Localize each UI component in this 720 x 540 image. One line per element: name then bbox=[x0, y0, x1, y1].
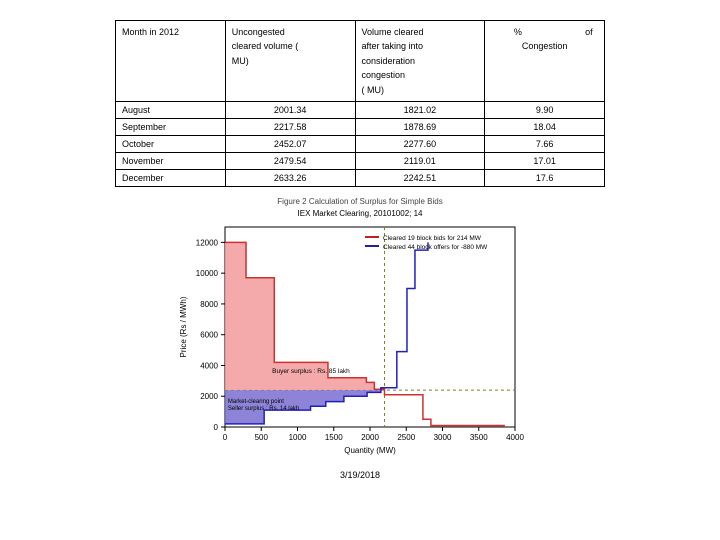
cell-month: November bbox=[116, 152, 226, 169]
svg-text:Price (Rs / MWh): Price (Rs / MWh) bbox=[179, 296, 188, 357]
svg-text:500: 500 bbox=[255, 433, 269, 442]
svg-text:Cleared 44 block offers for -8: Cleared 44 block offers for -880 MW bbox=[383, 244, 488, 251]
cell-month: September bbox=[116, 118, 226, 135]
svg-text:3000: 3000 bbox=[434, 433, 452, 442]
cell-cong: 2277.60 bbox=[355, 135, 485, 152]
svg-text:2000: 2000 bbox=[361, 433, 379, 442]
svg-text:Cleared 19 block bids for 2: Cleared 19 block bids for 214 MW bbox=[383, 235, 482, 242]
cell-pct: 18.04 bbox=[485, 118, 605, 135]
svg-text:10000: 10000 bbox=[196, 269, 219, 278]
table-row: November 2479.54 2119.01 17.01 bbox=[116, 152, 605, 169]
svg-text:Buyer surplus : Rs. 85 lakh: Buyer surplus : Rs. 85 lakh bbox=[272, 368, 350, 375]
cell-uncong: 2479.54 bbox=[225, 152, 355, 169]
svg-text:0: 0 bbox=[223, 433, 228, 442]
cell-pct: 7.66 bbox=[485, 135, 605, 152]
table-header-row: Month in 2012 Uncongested cleared volume… bbox=[116, 21, 605, 102]
svg-text:1500: 1500 bbox=[325, 433, 343, 442]
svg-text:Quantity (MW): Quantity (MW) bbox=[344, 446, 396, 455]
cell-cong: 2242.51 bbox=[355, 169, 485, 186]
chart-title: Figure 2 Calculation of Surplus for Simp… bbox=[277, 197, 442, 206]
svg-text:2500: 2500 bbox=[397, 433, 415, 442]
cell-uncong: 2452.07 bbox=[225, 135, 355, 152]
svg-text:3500: 3500 bbox=[470, 433, 488, 442]
cell-uncong: 2001.34 bbox=[225, 101, 355, 118]
data-table: Month in 2012 Uncongested cleared volume… bbox=[115, 20, 605, 187]
svg-text:Seller surplus : Rs. 14 lakh: Seller surplus : Rs. 14 lakh bbox=[228, 406, 299, 412]
cell-cong: 1821.02 bbox=[355, 101, 485, 118]
svg-text:6000: 6000 bbox=[200, 331, 218, 340]
th-cleared: Volume cleared after taking into conside… bbox=[355, 21, 485, 102]
th-uncongested: Uncongested cleared volume ( MU) bbox=[225, 21, 355, 102]
chart: 0 500 1000 1500 2000 2500 3000 3500 4000 0 2000 400… bbox=[170, 222, 550, 462]
cell-month: August bbox=[116, 101, 226, 118]
cell-pct: 17.6 bbox=[485, 169, 605, 186]
table-row: September 2217.58 1878.69 18.04 bbox=[116, 118, 605, 135]
table-row: August 2001.34 1821.02 9.90 bbox=[116, 101, 605, 118]
th-month: Month in 2012 bbox=[116, 21, 226, 102]
svg-text:8000: 8000 bbox=[200, 300, 218, 309]
table-row: October 2452.07 2277.60 7.66 bbox=[116, 135, 605, 152]
cell-month: December bbox=[116, 169, 226, 186]
cell-uncong: 2217.58 bbox=[225, 118, 355, 135]
svg-text:4000: 4000 bbox=[200, 361, 218, 370]
cell-month: October bbox=[116, 135, 226, 152]
table-row: December 2633.26 2242.51 17.6 bbox=[116, 169, 605, 186]
svg-text:0: 0 bbox=[214, 423, 219, 432]
cell-uncong: 2633.26 bbox=[225, 169, 355, 186]
footer-date: 3/19/2018 bbox=[340, 470, 380, 480]
cell-cong: 1878.69 bbox=[355, 118, 485, 135]
chart-subtitle: IEX Market Clearing, 20101002; 14 bbox=[298, 209, 423, 218]
th-pct: %of Congestion bbox=[485, 21, 605, 102]
cell-cong: 2119.01 bbox=[355, 152, 485, 169]
cell-pct: 9.90 bbox=[485, 101, 605, 118]
svg-text:Market-clearing point: Market-clearing point bbox=[228, 399, 284, 405]
svg-text:2000: 2000 bbox=[200, 392, 218, 401]
cell-pct: 17.01 bbox=[485, 152, 605, 169]
svg-text:1000: 1000 bbox=[289, 433, 307, 442]
svg-text:12000: 12000 bbox=[196, 238, 219, 247]
svg-text:4000: 4000 bbox=[506, 433, 524, 442]
